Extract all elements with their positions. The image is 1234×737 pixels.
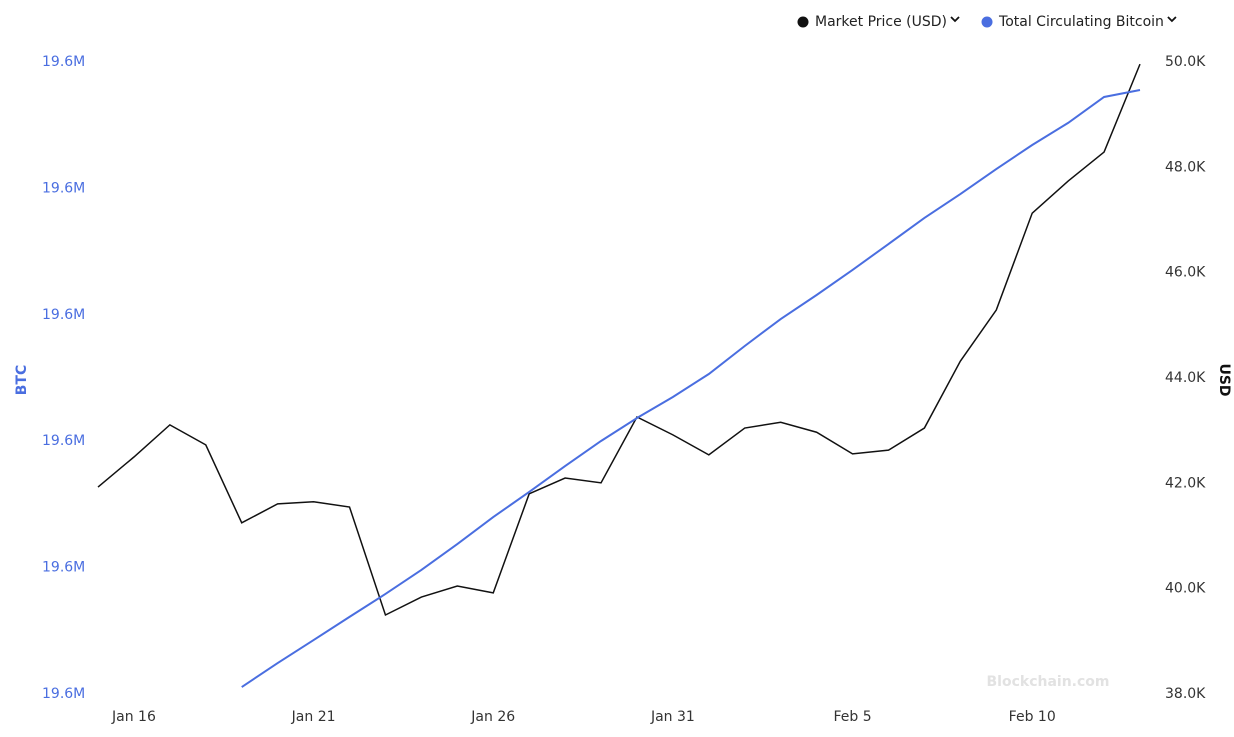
- x-tick-label: Jan 31: [650, 709, 695, 725]
- x-tick-label: Feb 5: [833, 709, 871, 725]
- y-tick-label: 19.6M: [42, 560, 85, 576]
- watermark: Blockchain.com: [987, 674, 1110, 690]
- data-line: [97, 63, 1141, 617]
- y2-tick-label: 44.0K: [1165, 370, 1206, 386]
- y-tick-label: 19.6M: [42, 54, 85, 70]
- y2-tick-label: 46.0K: [1165, 265, 1206, 281]
- y-tick-label: 19.6M: [42, 686, 85, 702]
- y2-tick-label: 38.0K: [1165, 686, 1206, 702]
- y-tick-label: 19.6M: [42, 433, 85, 449]
- legend-label[interactable]: Total Circulating Bitcoin: [998, 14, 1164, 30]
- x-tick-label: Jan 16: [111, 709, 156, 725]
- x-tick-label: Jan 26: [470, 709, 515, 725]
- y2-tick-label: 48.0K: [1165, 159, 1206, 175]
- data-line: [241, 89, 1141, 688]
- legend-chevron[interactable]: [950, 16, 960, 23]
- legend-chevron[interactable]: [1167, 16, 1177, 23]
- legend-swatch: [981, 16, 993, 28]
- y2-tick-label: 50.0K: [1165, 54, 1206, 70]
- y-tick-label: 19.6M: [42, 307, 85, 323]
- legend-label[interactable]: Market Price (USD): [815, 14, 947, 30]
- x-tick-label: Jan 21: [291, 709, 336, 725]
- y2-axis-title: USD: [1216, 363, 1232, 396]
- legend-swatch: [797, 16, 809, 28]
- y-tick-label: 19.6M: [42, 180, 85, 196]
- y2-tick-label: 42.0K: [1165, 475, 1206, 491]
- y-axis-title: BTC: [14, 365, 30, 396]
- x-tick-label: Feb 10: [1009, 709, 1056, 725]
- y2-tick-label: 40.0K: [1165, 581, 1206, 597]
